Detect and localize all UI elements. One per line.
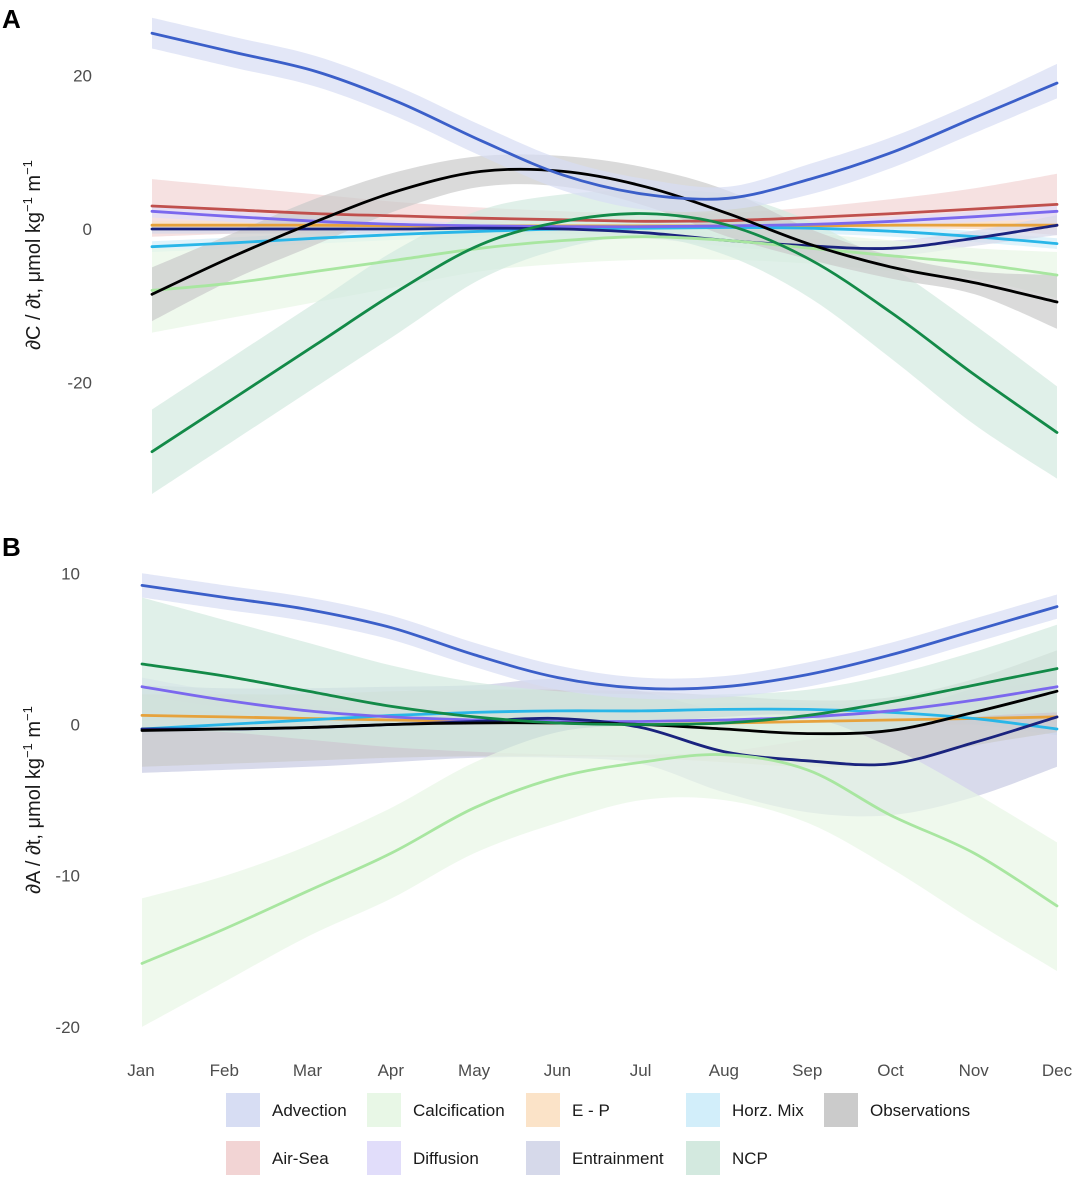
band-ncp: [152, 190, 1057, 494]
legend-key-ncp: [686, 1141, 720, 1175]
legend-label-ncp: NCP: [732, 1149, 768, 1168]
y-tick-label: 20: [73, 66, 92, 85]
legend: Advection Calcification E - P Horz. Mix Obse…: [226, 1093, 970, 1175]
line-ncp: [140, 662, 1059, 726]
line-calcification: [140, 753, 1059, 965]
legend-key-e-p: [526, 1093, 560, 1127]
legend-key-entrainment: [526, 1141, 560, 1175]
legend-label-calcification: Calcification: [413, 1101, 505, 1120]
band-advection: [152, 17, 1057, 212]
x-tick-label: Dec: [1042, 1061, 1073, 1080]
x-tick-label: Nov: [959, 1061, 990, 1080]
line-air-sea: [150, 203, 1059, 223]
line-entrainment: [150, 223, 1059, 250]
line-calcification: [150, 235, 1059, 292]
legend-label-observations: Observations: [870, 1101, 970, 1120]
legend-label-e-p: E - P: [572, 1101, 610, 1120]
panel-label-b: B: [2, 532, 21, 562]
x-tick-label: Jun: [544, 1061, 571, 1080]
y-tick-label: 0: [71, 716, 80, 735]
x-tick-label: Feb: [210, 1061, 239, 1080]
y-tick-label: 0: [83, 220, 92, 239]
x-tick-label: May: [458, 1061, 491, 1080]
line-advection: [150, 31, 1059, 201]
x-tick-label: Oct: [877, 1061, 904, 1080]
legend-label-advection: Advection: [272, 1101, 347, 1120]
x-tick-label: Sep: [792, 1061, 822, 1080]
legend-label-air-sea: Air-Sea: [272, 1149, 329, 1168]
legend-label-entrainment: Entrainment: [572, 1149, 664, 1168]
band-calcification: [142, 714, 1057, 1027]
x-axis-ticks: Jan Feb Mar Apr May Jun Jul Aug Sep Oct Nov Dec: [127, 1061, 1072, 1080]
line-horz-mix: [140, 707, 1059, 731]
line-horz-mix: [150, 226, 1059, 249]
x-tick-label: Aug: [709, 1061, 739, 1080]
band-advection: [142, 573, 1057, 700]
legend-key-advection: [226, 1093, 260, 1127]
line-ncp: [150, 212, 1059, 454]
legend-label-horz-mix: Horz. Mix: [732, 1101, 804, 1120]
panel-b-plot: -20 -10 0 10 ∂A / ∂t, μmol kg−1 m−1: [20, 564, 1059, 1037]
y-tick-label: -20: [67, 374, 92, 393]
x-tick-label: Jul: [630, 1061, 652, 1080]
y-axis-label: ∂C / ∂t, μmol kg−1 m−1: [20, 160, 45, 350]
y-tick-label: -20: [55, 1018, 80, 1037]
legend-key-calcification: [367, 1093, 401, 1127]
legend-key-observations: [824, 1093, 858, 1127]
line-diffusion: [150, 209, 1059, 229]
x-tick-label: Jan: [127, 1061, 154, 1080]
x-tick-label: Apr: [378, 1061, 405, 1080]
legend-key-air-sea: [226, 1141, 260, 1175]
line-advection: [140, 584, 1059, 691]
y-axis-label: ∂A / ∂t, μmol kg−1 m−1: [20, 706, 45, 894]
y-tick-label: -10: [55, 867, 80, 886]
line-observations: [150, 167, 1059, 304]
legend-key-diffusion: [367, 1141, 401, 1175]
x-tick-label: Mar: [293, 1061, 323, 1080]
legend-key-horz-mix: [686, 1093, 720, 1127]
y-tick-label: 10: [61, 564, 80, 583]
legend-label-diffusion: Diffusion: [413, 1149, 479, 1168]
panel-label-a: A: [2, 4, 21, 34]
panel-a-plot: -20 0 20 ∂C / ∂t, μmol kg−1 m−1: [20, 17, 1059, 494]
